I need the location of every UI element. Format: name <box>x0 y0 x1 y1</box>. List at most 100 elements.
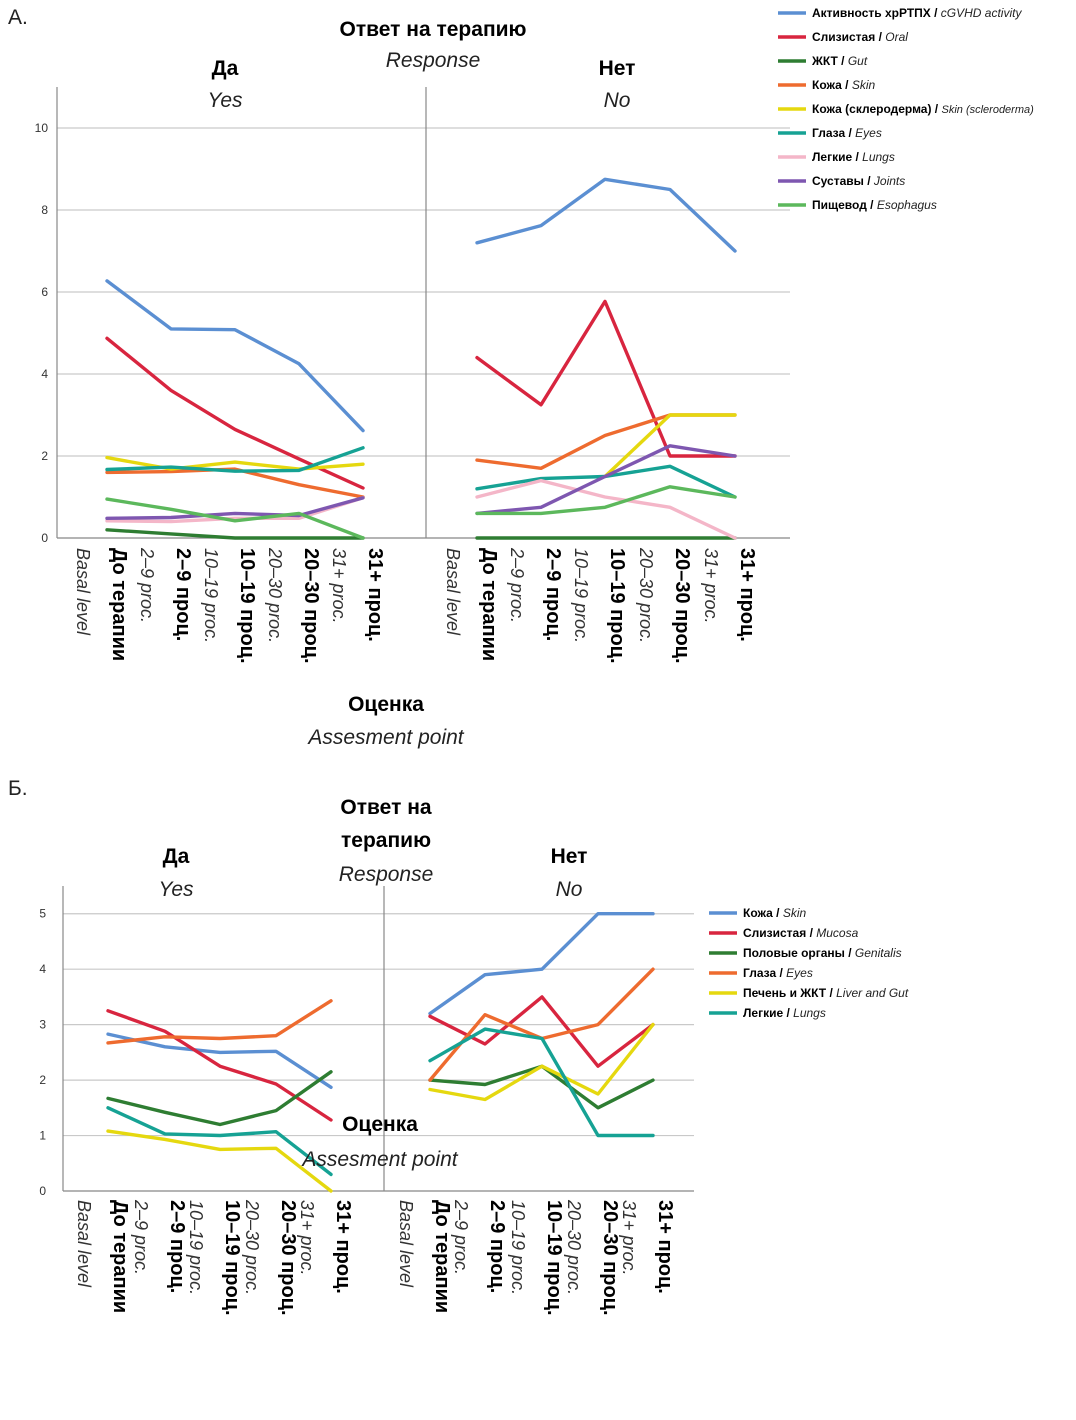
legend-entry: Кожа (склеродерма) / Skin (scleroderma) <box>812 102 1034 116</box>
x-tick-label-ru: До терапии <box>108 548 130 661</box>
x-axis-subtitle: Assesment point <box>300 1148 458 1171</box>
series-line-liver-and-gut-facet-1 <box>428 1022 655 1102</box>
x-tick-label-ru: 31+ проц. <box>654 1200 676 1294</box>
series-line-cgvhd-activity-facet-1 <box>475 177 737 253</box>
series-line-liver-and-gut-facet-0 <box>106 1129 333 1193</box>
x-tick-label-en: 10–19 proc. <box>508 1200 528 1295</box>
panel-label: Б. <box>8 777 28 800</box>
y-tick-label: 0 <box>39 1184 46 1198</box>
x-axis-title: Оценка <box>348 693 424 716</box>
series-line-eyes-facet-0 <box>106 999 333 1045</box>
chart-title: Ответ на <box>340 796 431 819</box>
y-tick-label: 5 <box>39 907 46 921</box>
x-tick-label-ru: 20–30 проц. <box>599 1200 621 1316</box>
x-tick-label-ru: 10–19 проц. <box>236 548 258 664</box>
y-tick-label: 1 <box>39 1129 46 1143</box>
chart-title-line2: терапию <box>341 829 431 852</box>
series-line-joints-facet-1 <box>475 444 737 516</box>
x-tick-label-ru: 10–19 проц. <box>543 1200 565 1316</box>
legend-entry: Легкие / Lungs <box>812 150 895 164</box>
x-tick-label-en: 31+ proc. <box>619 1200 639 1276</box>
series-line-lungs-facet-1 <box>475 478 737 540</box>
x-axis-title: Оценка <box>342 1113 418 1136</box>
series-line-joints-facet-0 <box>105 496 365 520</box>
facet-title: Нет <box>551 845 588 868</box>
y-tick-label: 3 <box>39 1018 46 1032</box>
x-tick-label-en: 31+ proc. <box>329 548 349 624</box>
series-line-genitalis-facet-0 <box>106 1070 333 1127</box>
x-tick-label-ru: 20–30 проц. <box>277 1200 299 1316</box>
series-line-skin-facet-0 <box>106 1032 333 1089</box>
x-tick-label-ru: 20–30 проц. <box>671 548 693 664</box>
x-tick-label-en: 20–30 proc. <box>265 547 285 643</box>
series-line-lungs-facet-0 <box>105 496 365 524</box>
series-line-gut-facet-0 <box>105 528 365 540</box>
x-tick-label-ru: 2–9 проц. <box>166 1200 188 1293</box>
legend-entry: Легкие / Lungs <box>743 1006 826 1020</box>
x-tick-label-ru: 10–19 проц. <box>606 548 628 664</box>
chart-subtitle: Response <box>339 863 434 886</box>
x-tick-label-ru: 2–9 проц. <box>542 548 564 641</box>
legend-entry: Глаза / Eyes <box>743 966 813 980</box>
chart-subtitle: Response <box>386 49 481 72</box>
x-tick-label-en: 2–9 proc. <box>451 1199 471 1275</box>
legend-entry: Глаза / Eyes <box>812 126 882 140</box>
x-tick-label-en: 10–19 proc. <box>186 1200 206 1295</box>
x-tick-label-en: 20–30 proc. <box>564 1199 584 1295</box>
x-tick-label-ru: До терапии <box>109 1200 131 1313</box>
series-line-lungs-facet-1 <box>428 1027 655 1138</box>
facet-subtitle: No <box>556 878 583 901</box>
series-line-mucosa-facet-1 <box>428 995 655 1068</box>
facet-title: Нет <box>599 57 636 80</box>
chart-title: Ответ на терапию <box>340 18 527 41</box>
x-tick-label-en: 10–19 proc. <box>571 548 591 643</box>
panel-label: А. <box>8 6 28 29</box>
facet-title: Да <box>163 845 190 868</box>
x-tick-label-ru: До терапии <box>478 548 500 661</box>
legend-entry: Печень и ЖКТ / Liver and Gut <box>743 986 909 1000</box>
y-tick-label: 8 <box>41 203 48 217</box>
legend-entry: Слизистая / Mucosa <box>743 926 859 940</box>
series-line-esophagus-facet-0 <box>105 497 365 540</box>
x-tick-label-ru: 31+ проц. <box>364 548 386 642</box>
legend-entry: Пищевод / Esophagus <box>812 198 937 212</box>
x-tick-label-en: Basal level <box>396 1200 416 1288</box>
y-tick-label: 0 <box>41 531 48 545</box>
legend-entry: Активность хрРТПХ / cGVHD activity <box>812 6 1022 20</box>
x-tick-label-en: 20–30 proc. <box>242 1199 262 1295</box>
x-tick-label-en: 2–9 proc. <box>137 547 157 623</box>
x-tick-label-en: 10–19 proc. <box>201 548 221 643</box>
x-tick-label-en: 2–9 proc. <box>131 1199 151 1275</box>
chart-panel-a: А. Ответ на терапию Response 0 2 4 6 8 10 Да Yes Не… <box>8 6 1034 749</box>
chart-panel-b: Б. Ответ на терапию Response 0 1 2 3 4 5 Да Yes Нет N… <box>8 777 909 1316</box>
y-tick-label: 6 <box>41 285 48 299</box>
legend-entry: ЖКТ / Gut <box>811 54 868 68</box>
series-line-oral-facet-1 <box>475 299 737 458</box>
facet-title: Да <box>212 57 239 80</box>
legend: Кожа / Skin Слизистая / Mucosa Половые орг… <box>709 906 909 1020</box>
series-line-eyes-facet-0 <box>105 446 365 473</box>
legend-entry: Кожа / Skin <box>743 906 806 920</box>
x-tick-label-ru: До терапии <box>431 1200 453 1313</box>
facet-subtitle: Yes <box>207 89 243 112</box>
x-tick-label-en: 31+ proc. <box>701 548 721 624</box>
x-tick-label-ru: 2–9 проц. <box>486 1200 508 1293</box>
x-axis-subtitle: Assesment point <box>306 726 464 749</box>
x-tick-label-ru: 20–30 проц. <box>300 548 322 664</box>
series-line-skin-facet-1 <box>475 413 737 470</box>
series-line-esophagus-facet-1 <box>475 485 737 516</box>
x-tick-label-en: Basal level <box>74 1200 94 1288</box>
x-tick-label-en: Basal level <box>73 548 93 636</box>
series-line-skin-scleroderma--facet-1 <box>603 413 737 479</box>
legend-entry: Кожа / Skin <box>812 78 875 92</box>
y-tick-label: 4 <box>39 962 46 976</box>
y-tick-label: 2 <box>39 1073 46 1087</box>
series-line-skin-facet-0 <box>105 467 365 499</box>
x-tick-label-en: 2–9 proc. <box>507 547 527 623</box>
legend-entry: Слизистая / Oral <box>812 30 908 44</box>
x-tick-label-ru: 31+ проц. <box>332 1200 354 1294</box>
legend: Активность хрРТПХ / cGVHD activity Слизис… <box>778 6 1034 212</box>
y-tick-label: 4 <box>41 367 48 381</box>
x-tick-label-ru: 10–19 проц. <box>221 1200 243 1316</box>
